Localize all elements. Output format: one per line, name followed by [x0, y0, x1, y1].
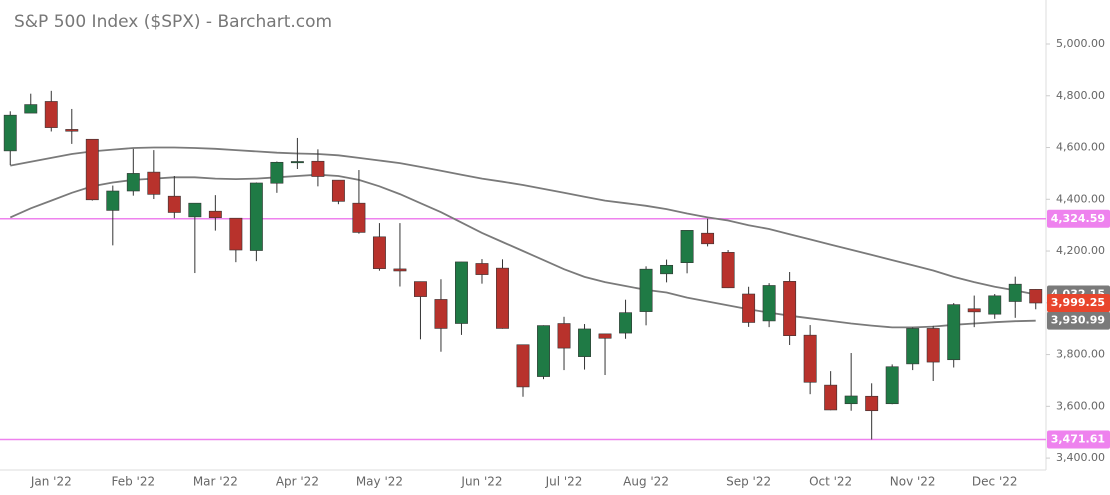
- candle-body: [803, 334, 817, 383]
- candle-body: [208, 210, 222, 218]
- candle-body: [455, 261, 468, 324]
- x-tick-label: Nov '22: [890, 475, 936, 489]
- candle-body: [3, 114, 17, 152]
- candle-body: [229, 217, 243, 251]
- x-tick-label: Mar '22: [193, 475, 238, 489]
- level-label-box: [1047, 209, 1110, 228]
- x-tick-label: Jul '22: [545, 475, 583, 489]
- candle-body: [311, 160, 325, 177]
- candle-body: [598, 333, 612, 339]
- ma-label-box: [1047, 311, 1110, 330]
- candle-body: [24, 104, 38, 114]
- candle-body: [44, 101, 58, 128]
- candle-body: [496, 267, 509, 329]
- x-tick-label: Aug '22: [623, 475, 669, 489]
- x-tick-label: Oct '22: [809, 475, 852, 489]
- level-label: 4,324.59: [1051, 212, 1105, 225]
- candle-body: [701, 232, 715, 245]
- candle-body: [619, 312, 633, 334]
- candle-body: [885, 366, 899, 405]
- candle-body: [393, 268, 407, 272]
- candle-body: [926, 328, 940, 363]
- candle-body: [721, 252, 735, 289]
- y-tick-label: 4,200.00: [1056, 244, 1105, 257]
- candle-body: [270, 161, 284, 184]
- y-tick-label: 3,600.00: [1056, 399, 1105, 412]
- y-tick-label: 3,400.00: [1056, 451, 1105, 464]
- y-tick-label: 4,600.00: [1056, 141, 1105, 154]
- candle-body: [331, 179, 345, 202]
- candle-body: [865, 395, 879, 412]
- candle-body: [290, 161, 304, 164]
- candle-body: [1008, 283, 1022, 302]
- candle-body: [249, 182, 263, 251]
- x-tick-label: May '22: [356, 475, 403, 489]
- candle-body: [372, 236, 386, 269]
- candle-body: [434, 299, 448, 329]
- candle-body: [557, 323, 571, 349]
- candle-body: [742, 293, 756, 323]
- candle-body: [352, 202, 366, 233]
- candle-body: [106, 190, 120, 211]
- last-price-label: 3,999.25: [1051, 296, 1105, 309]
- candle-body: [126, 173, 140, 192]
- candle-body: [824, 384, 838, 411]
- candle-body: [578, 328, 591, 357]
- x-tick-label: Sep '22: [726, 475, 771, 489]
- y-tick-label: 4,400.00: [1056, 192, 1105, 205]
- y-tick-label: 5,000.00: [1056, 37, 1105, 50]
- moving-average: [10, 146, 1036, 296]
- candle-body: [660, 264, 674, 275]
- level-label-box: [1047, 430, 1110, 449]
- candle-body: [906, 328, 920, 365]
- candle-body: [947, 304, 961, 361]
- candle-body: [167, 195, 181, 213]
- candle-body: [516, 344, 530, 388]
- candle-body: [1029, 289, 1043, 304]
- level-label: 3,471.61: [1051, 433, 1105, 446]
- candle-body: [475, 263, 489, 275]
- candle-body: [537, 325, 550, 377]
- candle-body: [762, 285, 776, 322]
- x-tick-label: Apr '22: [276, 475, 319, 489]
- chart-title: S&P 500 Index ($SPX) - Barchart.com: [14, 12, 332, 32]
- x-tick-label: Dec '22: [972, 475, 1018, 489]
- candle-body: [844, 395, 858, 405]
- candle-body: [188, 202, 202, 218]
- candle-body: [639, 268, 653, 312]
- candle-body: [783, 281, 797, 336]
- candle-body: [413, 281, 427, 297]
- x-tick-label: Feb '22: [111, 475, 155, 489]
- y-tick-label: 3,800.00: [1056, 348, 1105, 361]
- candle-body: [988, 295, 1002, 315]
- candle-body: [680, 230, 694, 263]
- x-tick-label: Jan '22: [30, 475, 72, 489]
- candle-body: [967, 308, 981, 313]
- candle-body: [147, 171, 161, 195]
- ma-label: 3,930.99: [1051, 314, 1105, 327]
- moving-average: [9, 173, 1036, 329]
- candle-body: [85, 138, 99, 201]
- candle-body: [65, 129, 79, 132]
- y-tick-label: 4,800.00: [1056, 89, 1105, 102]
- last-price-label-box: [1047, 294, 1110, 313]
- x-tick-label: Jun '22: [460, 475, 502, 489]
